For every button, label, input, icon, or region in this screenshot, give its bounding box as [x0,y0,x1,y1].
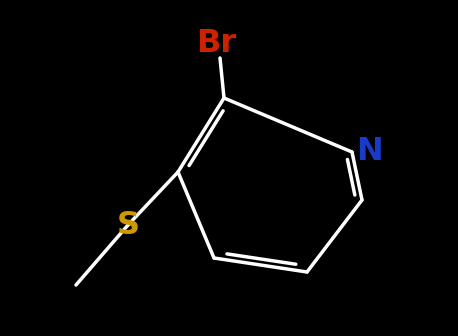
Text: N: N [356,136,383,168]
Text: Br: Br [196,29,236,59]
Text: S: S [116,210,140,241]
